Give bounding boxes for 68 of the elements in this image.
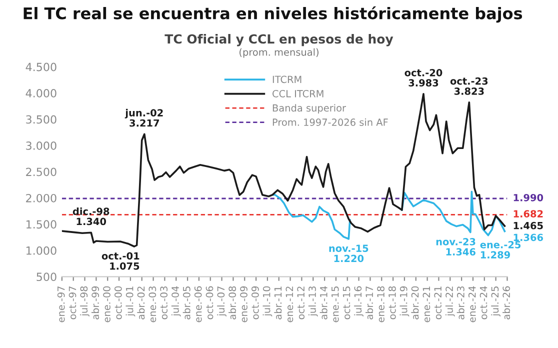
x-tick-label: jul.-19 [400,286,410,316]
x-tick-label: ene.-15 [332,286,339,322]
x-tick-label: ene.-24 [468,286,476,322]
annotation: 1.465 [514,222,543,230]
y-tick-label: 3.500 [26,115,56,124]
x-tick-label: ene.-03 [148,286,156,322]
x-tick-label: oct.-09 [252,286,259,320]
text: (prom. mensual) [240,48,318,58]
x-tick-label: abr.-05 [182,286,190,320]
x-tick-label: ene.-18 [377,286,384,322]
annotation: nov.-15 1.220 [329,244,368,262]
x-tick-label: jul.-04 [171,286,181,316]
annotation: oct.-23 3.823 [450,77,488,95]
chart-title: El TC real se encuentra en niveles históricamente bajos [24,6,522,23]
x-tick-label: abr.-14 [320,286,328,320]
x-tick-label: jul.-13 [308,286,318,316]
x-tick-label: jul.-98 [80,286,90,316]
x-tick-label: oct.-00 [114,286,122,320]
x-tick-label: oct.-15 [342,286,350,320]
x-tick-label: abr.-11 [274,286,282,320]
x-tick-label: ene.-00 [103,286,110,322]
y-tick-label: 500 [36,272,56,282]
y-tick-label: 1.500 [26,220,56,229]
annotation: 1.366 [514,234,544,242]
y-tick-label: 2.500 [26,168,56,176]
x-tick-label: jul.-22 [445,286,455,316]
x-tick-label: abr.-26 [502,286,510,320]
annotation: 1.990 [514,194,544,202]
annotation: oct.-20 3.983 [404,68,442,86]
x-tick-label: abr.-08 [228,286,236,320]
x-tick-label: oct.-12 [297,286,305,320]
x-tick-label: jul.-01 [126,286,136,316]
x-tick-label: ene.-09 [240,286,248,322]
x-tick-label: oct.-18 [388,286,396,320]
x-tick-label: ene.-06 [194,286,202,322]
x-tick-label: abr.-99 [91,286,100,320]
annotation: oct.-01 1.075 [102,252,140,270]
legend-label: Prom. 1997-2026 sin AF [272,118,388,126]
x-tick-label: abr.-02 [137,286,145,320]
x-tick-label: abr.-17 [366,286,374,320]
y-tick-label: 2.000 [26,194,56,202]
annotation: dic.-98 1.340 [72,207,110,226]
y-tick-label: 1.000 [26,246,56,255]
y-tick-label: 3.000 [26,141,56,150]
annotation: jun.-02 3.217 [124,108,163,127]
x-tick-label: jul.-07 [217,286,226,316]
x-tick-label: oct.-21 [434,286,442,320]
x-tick-label: oct.-03 [160,286,168,320]
annotation: nov.-23 1.346 [436,238,476,256]
annotation: 1.682 [514,210,543,218]
x-tick-label: ene.-97 [57,286,65,322]
x-tick-label: jul.-25 [491,286,501,316]
legend-label: Banda superior [272,104,346,114]
x-tick-label: abr.-20 [411,286,419,320]
x-tick-label: oct.-24 [480,286,488,320]
x-tick-label: oct.-97 [68,286,76,320]
annotation: ene.-25 1.289 [480,240,521,258]
chart-subtitle: TC Oficial y CCL en pesos de hoy [164,34,394,46]
x-tick-label: jul.-16 [354,286,364,316]
x-tick-label: jul.-10 [262,286,272,316]
y-tick-label: 4.000 [26,89,56,98]
x-tick-label: abr.-23 [456,286,464,320]
x-tick-label: ene.-21 [422,286,430,322]
legend-label: ITCRM [272,76,302,84]
x-tick-label: ene.-12 [286,286,294,322]
x-tick-label: oct.-06 [206,286,214,320]
legend-label: CCL ITCRM [272,90,324,98]
y-tick-label: 4.500 [26,62,56,72]
